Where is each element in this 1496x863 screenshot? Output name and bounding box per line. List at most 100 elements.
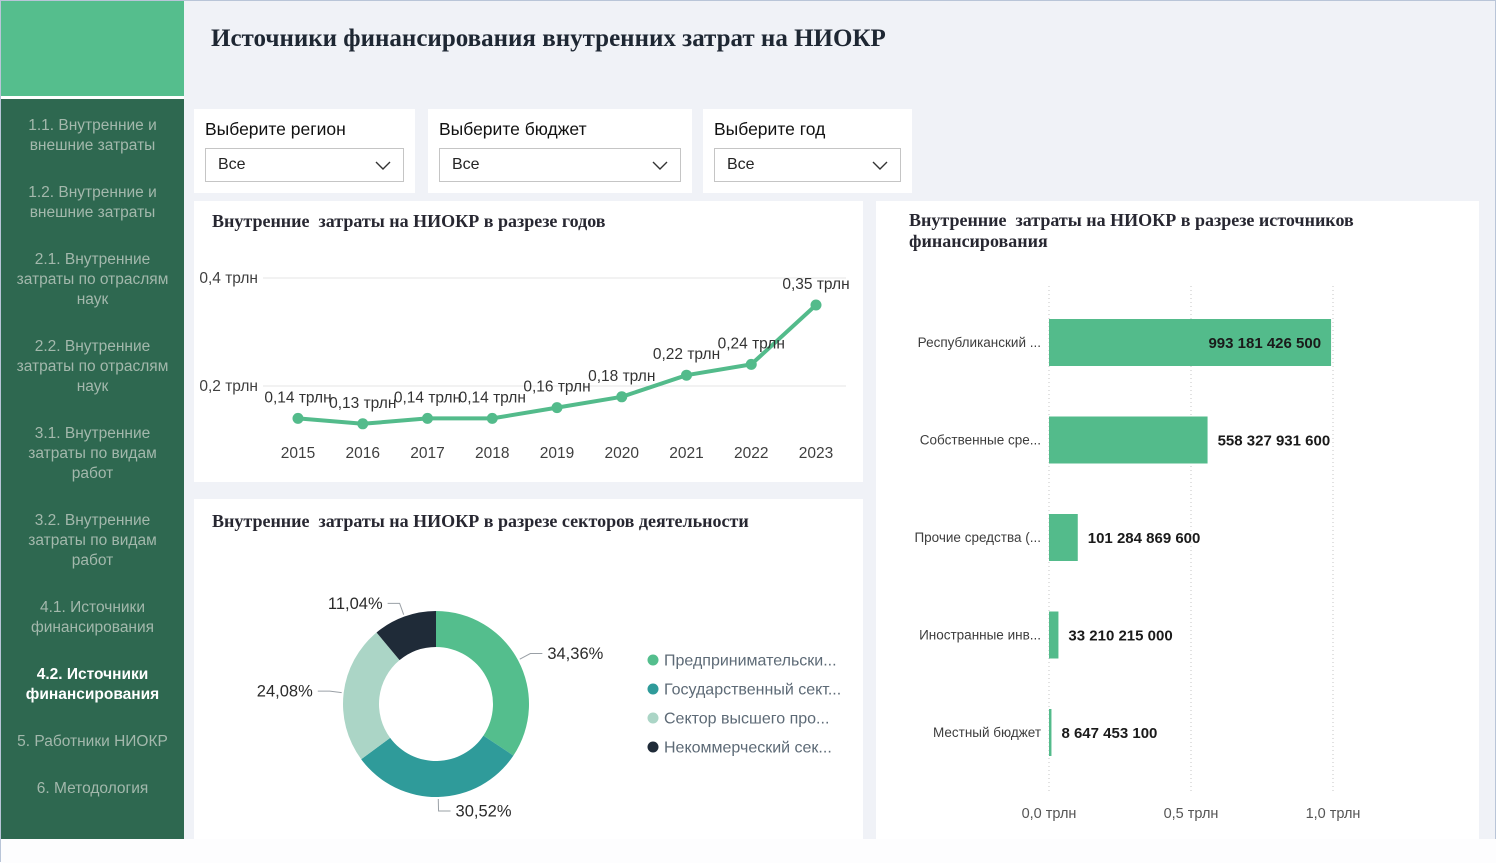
filter-year-value: Все: [727, 156, 755, 173]
bar-row-3[interactable]: [1049, 514, 1078, 561]
sidebar-item-2[interactable]: 1.2. Внутренние и внешние затраты: [28, 184, 157, 221]
bar-value-label: 558 327 931 600: [1218, 433, 1331, 450]
bar-row-2[interactable]: [1049, 416, 1208, 464]
legend-item-2[interactable]: Государственный сект...: [664, 682, 841, 699]
y-axis-tick: 0,2 трлн: [199, 378, 258, 395]
x-axis-tick: 2017: [410, 445, 444, 462]
sidebar-item-6[interactable]: 3.2. Внутренние затраты по видам работ: [28, 512, 157, 569]
sidebar-item-1[interactable]: 1.1. Внутренние и внешние затраты: [28, 117, 157, 154]
point-label: 0,35 трлн: [782, 276, 849, 293]
donut-slice-4[interactable]: [376, 611, 436, 661]
legend-item-1[interactable]: Предпринимательски...: [664, 653, 837, 670]
line-point-2015[interactable]: [292, 412, 304, 424]
bar-row-5[interactable]: [1049, 709, 1052, 756]
line-point-2016[interactable]: [357, 418, 369, 430]
sidebar-item-3[interactable]: 2.1. Внутренние затраты по отраслям наук: [16, 251, 169, 308]
bar-value-label: 101 284 869 600: [1088, 530, 1201, 547]
line-point-2020[interactable]: [616, 391, 628, 403]
donut-slice-1[interactable]: [436, 611, 529, 756]
bar-category-label: Иностранные инв...: [919, 628, 1041, 643]
donut-percent-label: 24,08%: [257, 683, 313, 701]
line-chart: 0,4 трлн 0,2 трлн 0,14 трлн 2015 0,13 трлн 20…: [199, 270, 849, 462]
filter-region: Выберите регион Все: [194, 109, 415, 193]
bar-chart: 0,0 трлн 0,5 трлн 1,0 трлн Республиканский …: [914, 286, 1361, 822]
line-point-2018[interactable]: [486, 412, 498, 424]
filter-region-label: Выберите регион: [205, 119, 346, 139]
donut-percent-label: 34,36%: [547, 645, 603, 663]
x-axis-tick: 2015: [281, 445, 315, 462]
legend-dot-1: [647, 654, 659, 666]
legend-dot-2: [647, 683, 659, 695]
line-point-2021[interactable]: [681, 369, 692, 381]
sidebar: 1.1. Внутренние и внешние затраты 1.2. Вн…: [1, 1, 184, 839]
chevron-down-icon: [375, 161, 391, 170]
x-axis-tick: 1,0 трлн: [1306, 806, 1361, 822]
sidebar-item-9[interactable]: 5. Работники НИОКР: [17, 733, 168, 750]
point-label: 0,14 трлн: [459, 389, 526, 406]
donut-chart-card: 34,36% Предпринимательски... 30,52% Государ…: [194, 499, 863, 839]
legend-item-4[interactable]: Некоммерческий сек...: [664, 740, 832, 757]
filter-region-value: Все: [218, 156, 246, 173]
chevron-down-icon: [872, 161, 888, 170]
legend-dot-4: [647, 741, 659, 753]
page-title: Источники финансирования внутренних затр…: [211, 25, 886, 52]
line-point-2023[interactable]: [810, 299, 822, 311]
donut-chart: 34,36% Предпринимательски... 30,52% Государ…: [257, 595, 841, 821]
bar-value-label: 8 647 453 100: [1061, 725, 1157, 742]
point-label: 0,14 трлн: [394, 389, 461, 406]
line-chart-title: Внутренние затраты на НИОКР в разрезе го…: [212, 211, 606, 231]
filter-budget-label: Выберите бюджет: [439, 119, 587, 139]
filter-budget-value: Все: [452, 156, 480, 173]
bar-row-4[interactable]: [1049, 611, 1059, 659]
bar-category-label: Республиканский ...: [918, 335, 1041, 350]
bar-category-label: Собственные сре...: [920, 433, 1041, 448]
x-axis-tick: 0,5 трлн: [1164, 806, 1219, 822]
logo-block: [1, 1, 184, 99]
y-axis-tick: 0,4 трлн: [199, 270, 258, 287]
bar-chart-card: 0,0 трлн 0,5 трлн 1,0 трлн Республиканский …: [876, 201, 1479, 839]
line-point-2019[interactable]: [551, 402, 563, 414]
donut-slice-3[interactable]: [343, 632, 400, 760]
sidebar-item-10[interactable]: 6. Методология: [36, 780, 149, 797]
donut-percent-label: 30,52%: [456, 802, 512, 820]
filter-year-dropdown[interactable]: Все: [714, 148, 901, 182]
point-label: 0,14 трлн: [264, 389, 331, 406]
filter-year: Выберите год Все: [703, 109, 912, 193]
line-point-2017[interactable]: [422, 412, 433, 424]
bar-category-label: Местный бюджет: [933, 725, 1041, 740]
sidebar-item-7[interactable]: 4.1. Источники финансирования: [30, 599, 155, 636]
bar-value-label: 33 210 215 000: [1068, 628, 1172, 645]
sidebar-nav: 1.1. Внутренние и внешние затраты 1.2. Вн…: [1, 101, 184, 826]
x-axis-tick: 2023: [799, 445, 833, 462]
filter-budget-dropdown[interactable]: Все: [439, 148, 681, 182]
x-axis-tick: 2016: [346, 445, 380, 462]
x-axis-tick: 0,0 трлн: [1022, 806, 1077, 822]
line-chart-card: 0,4 трлн 0,2 трлн 0,14 трлн 2015 0,13 трлн 20…: [194, 201, 863, 482]
sidebar-item-8-active[interactable]: 4.2. Источники финансирования: [25, 666, 160, 703]
donut-chart-title: Внутренние затраты на НИОКР в разрезе се…: [212, 511, 749, 531]
filter-budget: Выберите бюджет Все: [428, 109, 692, 193]
donut-percent-label: 11,04%: [328, 595, 383, 613]
line-point-2022[interactable]: [745, 358, 757, 370]
filter-region-dropdown[interactable]: Все: [205, 148, 404, 182]
sidebar-item-5[interactable]: 3.1. Внутренние затраты по видам работ: [28, 425, 157, 482]
x-axis-tick: 2022: [734, 445, 768, 462]
point-label: 0,24 трлн: [718, 335, 785, 352]
donut-slice-2[interactable]: [361, 735, 514, 797]
x-axis-tick: 2021: [669, 445, 703, 462]
bar-category-label: Прочие средства (...: [914, 530, 1041, 545]
point-label: 0,18 трлн: [588, 368, 655, 385]
bottom-strip: [1, 839, 1496, 863]
legend-dot-3: [647, 712, 659, 724]
legend-item-3[interactable]: Сектор высшего про...: [664, 711, 829, 728]
filter-year-label: Выберите год: [714, 119, 826, 139]
x-axis-tick: 2018: [475, 445, 509, 462]
bar-row-1[interactable]: [1049, 319, 1332, 366]
bar-value-label: 993 181 426 500: [1208, 335, 1321, 352]
chevron-down-icon: [652, 161, 668, 170]
bar-chart-title: Внутренние затраты на НИОКР в разрезе ис…: [909, 210, 1359, 251]
point-label: 0,16 трлн: [523, 379, 590, 396]
sidebar-item-4[interactable]: 2.2. Внутренние затраты по отраслям наук: [16, 338, 169, 395]
x-axis-tick: 2020: [605, 445, 640, 462]
